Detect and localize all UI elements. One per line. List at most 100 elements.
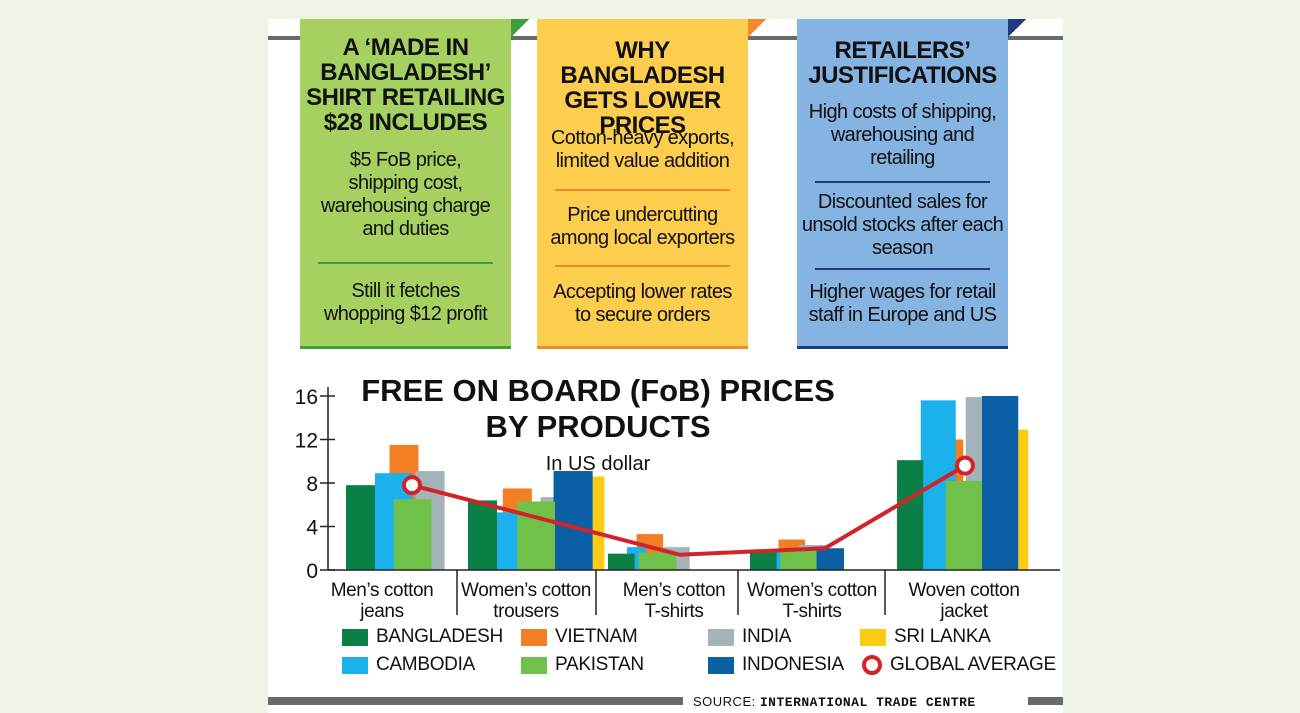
bar-indonesia [807, 548, 845, 570]
card-text-line: Higher wages for retail [809, 281, 996, 303]
legend-item-indonesia: INDONESIA [708, 653, 844, 677]
x-tick-label: Men’s cotton [623, 580, 726, 601]
card-made-in-bangladesh: A ‘MADE IN BANGLADESH’ SHIRT RETAILING $… [300, 19, 529, 349]
card-divider [815, 268, 990, 270]
bar-sri-lanka [592, 476, 605, 570]
global-average-line [402, 455, 975, 557]
card-text-line: warehousing and [830, 124, 975, 146]
card-text-line: and duties [362, 218, 449, 240]
legend-swatch [342, 628, 368, 646]
card-title: A ‘MADE IN BANGLADESH’ SHIRT RETAILING $… [300, 35, 511, 135]
card-text-block: Accepting lower rates to secure orders [537, 281, 748, 327]
card-text-block: Cotton-heavy exports, limited value addi… [537, 127, 748, 173]
card-title-line: GETS LOWER [564, 87, 721, 114]
source-credit: SOURCE: INTERNATIONAL TRADE CENTRE [693, 694, 976, 710]
bar-cambodia [497, 512, 521, 570]
legend-item-vietnam: VIETNAM [521, 625, 638, 649]
card-divider [555, 265, 730, 267]
legend-swatch [860, 628, 886, 646]
y-tick-label: 12 [295, 430, 318, 453]
legend-swatch [708, 656, 734, 674]
legend-swatch [521, 628, 547, 646]
y-tick-label: 8 [306, 473, 318, 496]
legend-item-cambodia: CAMBODIA [342, 653, 475, 677]
legend-label: BANGLADESH [376, 626, 503, 647]
card-text-line: limited value addition [555, 150, 730, 172]
source-name: INTERNATIONAL TRADE CENTRE [759, 695, 976, 710]
card-title-line: WHY BANGLADESH [560, 37, 725, 89]
card-text-line: Still it fetches [351, 280, 460, 302]
card-title-line: BANGLADESH’ [320, 59, 491, 86]
card-text-line: to secure orders [575, 304, 711, 326]
bar-pakistan [945, 480, 982, 570]
legend-item-global-average: GLOBAL AVERAGE [860, 653, 1056, 677]
card-divider [318, 262, 493, 264]
card-text-line: whopping $12 profit [323, 303, 488, 325]
legend-swatch [342, 656, 368, 674]
legend-item-pakistan: PAKISTAN [521, 653, 644, 677]
legend-swatch [521, 656, 547, 674]
x-tick-label: Women’s cotton [747, 580, 877, 601]
card-text-line: staff in Europe and US [808, 304, 997, 326]
card-divider [815, 181, 990, 183]
card-text-line: Price undercutting [567, 204, 718, 226]
card-title-line: SHIRT RETAILING [306, 84, 505, 111]
y-tick-label: 4 [306, 517, 318, 540]
card-title-line: $28 INCLUDES [323, 109, 488, 136]
legend-swatch [860, 653, 886, 677]
infographic: A ‘MADE IN BANGLADESH’ SHIRT RETAILING $… [268, 19, 1063, 713]
legend-item-india: INDIA [708, 625, 791, 649]
x-tick-label: T-shirts [782, 601, 841, 622]
card-corner-tab [1008, 19, 1026, 37]
x-tick-label: jeans [359, 601, 403, 622]
bar-bangladesh [750, 552, 777, 570]
card-text-line: among local exporters [550, 227, 735, 249]
card-text-line: Cotton-heavy exports, [550, 127, 735, 149]
bar-bangladesh [608, 553, 635, 570]
card-retailers-justifications: RETAILERS’ JUSTIFICATIONS High costs of … [797, 19, 1026, 349]
card-text-block: High costs of shipping, warehousing and … [797, 101, 1008, 170]
card-text-line: Discounted sales for [817, 191, 988, 213]
card-title-line: PRICES [599, 112, 686, 139]
legend-label: SRI LANKA [894, 626, 991, 647]
card-text-line: $5 FoB price, [349, 149, 462, 171]
bar-pakistan [517, 501, 555, 570]
bottom-rule [1028, 697, 1063, 705]
bar-indonesia [553, 471, 593, 570]
card-text-line: season [872, 237, 934, 259]
card-divider [555, 189, 730, 191]
y-tick-label: 0 [306, 560, 318, 583]
card-text-line: High costs of shipping, [808, 101, 997, 123]
card-text-block: Discounted sales for unsold stocks after… [797, 191, 1008, 260]
legend-item-bangladesh: BANGLADESH [342, 625, 503, 649]
card-text-line: warehousing charge [320, 195, 491, 217]
card-why-bangladesh: WHY BANGLADESH GETS LOWER PRICES Cotton-… [537, 19, 766, 349]
bar-pakistan [393, 499, 432, 570]
legend-label: GLOBAL AVERAGE [890, 654, 1056, 675]
card-title-line: JUSTIFICATIONS [808, 62, 997, 89]
x-tick-label: trousers [493, 601, 558, 622]
x-tick-label: jacket [939, 601, 988, 622]
card-text-line: unsold stocks after each [801, 214, 1004, 236]
chart-subtitle: In US dollar [546, 453, 651, 475]
x-tick-label: Women’s cotton [461, 580, 591, 601]
global-average-marker [955, 455, 975, 476]
legend-label: VIETNAM [555, 626, 638, 647]
card-title-line: RETAILERS’ [834, 37, 971, 64]
global-average-marker [402, 475, 422, 496]
bar-sri-lanka [1017, 429, 1029, 570]
bar-pakistan [638, 552, 677, 570]
bar-indonesia [982, 396, 1019, 570]
chart-title-line: BY PRODUCTS [485, 409, 710, 444]
card-title: WHY BANGLADESH GETS LOWER PRICES [537, 38, 748, 138]
chart-title-line: FREE ON BOARD (FoB) PRICES [361, 373, 835, 408]
source-label: SOURCE: [693, 694, 756, 709]
legend-label: PAKISTAN [555, 654, 644, 675]
bar-bangladesh [346, 485, 375, 570]
card-title-line: A ‘MADE IN [342, 34, 469, 61]
card-corner-tab [511, 19, 529, 37]
legend-label: INDIA [742, 626, 792, 647]
card-text-block: Still it fetches whopping $12 profit [300, 280, 511, 326]
legend-swatch [708, 628, 734, 646]
